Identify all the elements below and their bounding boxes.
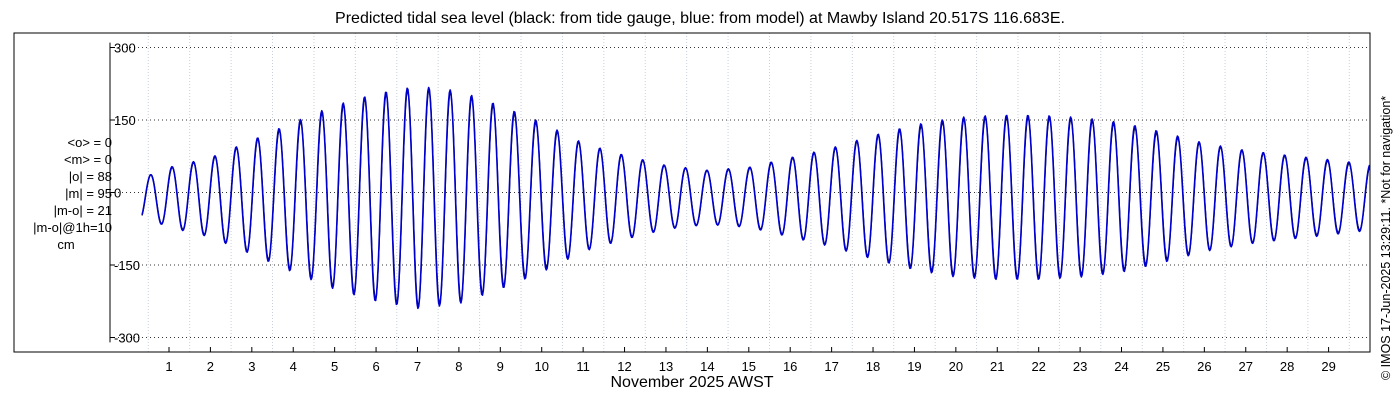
x-tick-label: 23: [1073, 359, 1087, 374]
plot-frame: [13, 32, 1371, 353]
x-tick-label: 7: [414, 359, 421, 374]
stat-model-mean: <m> = 0: [63, 152, 112, 167]
y-tick-label: -300: [114, 331, 140, 346]
y-tick-label: 150: [114, 113, 136, 128]
grid: [110, 33, 1370, 352]
x-tick-label: 26: [1197, 359, 1211, 374]
x-tick-label: 15: [742, 359, 756, 374]
series-layer: [141, 86, 1371, 310]
model-series-line: [141, 86, 1371, 310]
x-tick-label: 16: [783, 359, 797, 374]
stat-unit: cm: [57, 237, 75, 252]
x-tick-label: 27: [1239, 359, 1253, 374]
stat-model-abs: |m| = 95: [65, 186, 112, 201]
x-tick-label: 11: [576, 359, 590, 374]
x-tick-label: 17: [824, 359, 838, 374]
x-tick-label: 12: [617, 359, 631, 374]
x-tick-label: 9: [497, 359, 504, 374]
x-tick-label: 8: [455, 359, 462, 374]
x-axis-label: November 2025 AWST: [610, 374, 774, 391]
x-tick-label: 29: [1321, 359, 1335, 374]
x-tick-label: 13: [659, 359, 673, 374]
stat-obs-abs: |o| = 88: [68, 169, 112, 184]
y-tick-label: -150: [114, 258, 140, 273]
x-tick-label: 24: [1114, 359, 1128, 374]
x-tick-label: 5: [331, 359, 338, 374]
x-tick-label: 6: [372, 359, 379, 374]
x-tick-label: 18: [866, 359, 880, 374]
x-tick-label: 2: [207, 359, 214, 374]
statistics-panel: <o> = 0 <m> = 0 |o| = 88 |m| = 95 |m-o| …: [12, 134, 112, 253]
x-tick-label: 3: [248, 359, 255, 374]
x-tick-label: 20: [949, 359, 963, 374]
stat-diff-abs: |m-o| = 21: [53, 203, 112, 218]
stat-obs-mean: <o> = 0: [67, 135, 112, 150]
x-tick-label: 10: [534, 359, 548, 374]
stat-diff-1h: |m-o|@1h=10: [33, 220, 112, 235]
x-tick-label: 28: [1280, 359, 1294, 374]
x-tick-label: 4: [290, 359, 297, 374]
x-tick-label: 25: [1156, 359, 1170, 374]
x-tick-label: 19: [907, 359, 921, 374]
x-tick-label: 1: [165, 359, 172, 374]
copyright-notice: © IMOS 17-Jun-2025 13:29:11. *Not for na…: [1379, 95, 1393, 380]
x-tick-label: 21: [990, 359, 1004, 374]
y-tick-label: 300: [114, 41, 136, 56]
chart-title: Predicted tidal sea level (black: from t…: [335, 10, 1065, 27]
x-tick-label: 14: [700, 359, 714, 374]
y-tick-label: 0: [114, 186, 121, 201]
x-tick-label: 22: [1031, 359, 1045, 374]
